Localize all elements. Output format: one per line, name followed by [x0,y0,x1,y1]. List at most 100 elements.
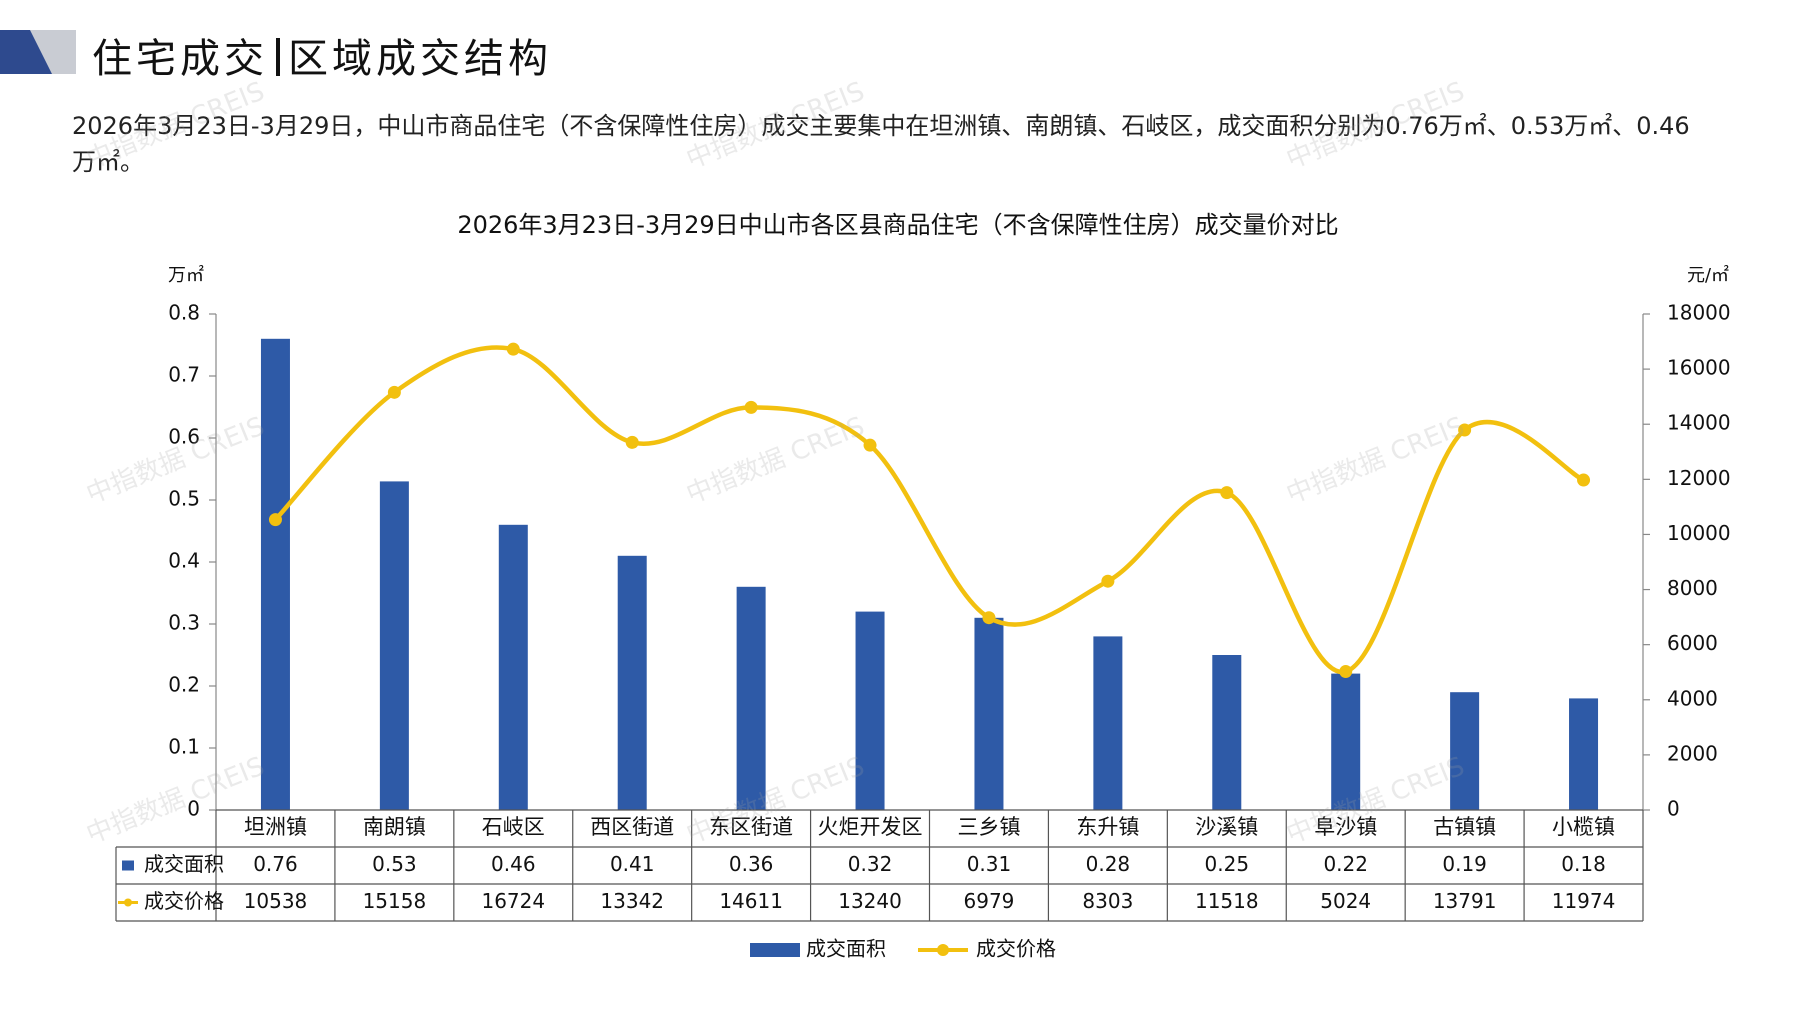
y-right-tick-label: 10000 [1667,521,1731,545]
price-data-label: 10538 [244,889,308,913]
y-right-tick-label: 8000 [1667,576,1718,600]
bar-data-label: 0.25 [1205,852,1250,876]
row-header: 成交价格 [144,889,224,913]
y-left-tick-label: 0.8 [168,301,200,325]
y-right-tick-label: 14000 [1667,411,1731,435]
bar-data-label: 0.32 [848,852,893,876]
bar [498,524,528,810]
category-label: 坦洲镇 [244,815,307,839]
price-data-label: 13791 [1433,889,1497,913]
category-label: 石岐区 [482,815,545,839]
bar-data-label: 0.46 [491,852,536,876]
page-header: 住宅成交 区域成交结构 [0,20,700,90]
row-header: 成交面积 [144,852,224,876]
summary-text: 2026年3月23日-3月29日，中山市商品住宅（不含保障性住房）成交主要集中在… [72,112,1690,176]
category-label: 火炬开发区 [818,815,923,839]
bar-data-label: 0.76 [253,852,298,876]
bar-data-label: 0.36 [729,852,774,876]
price-point [1577,473,1591,487]
bar-data-label: 0.41 [610,852,655,876]
bar-data-label: 0.53 [372,852,417,876]
price-data-label: 15158 [363,889,427,913]
bar [1331,673,1361,810]
title-separator [276,38,280,76]
page-title: 住宅成交 区域成交结构 [92,26,552,84]
header-mark-dark [0,30,52,74]
category-label: 三乡镇 [957,815,1020,839]
y-left-tick-label: 0.7 [168,363,200,387]
header-logo-mark [0,30,76,74]
y-left-tick-label: 0.1 [168,735,200,759]
category-label: 沙溪镇 [1195,815,1258,839]
price-data-label: 11974 [1552,889,1616,913]
y-right-tick-label: 2000 [1667,741,1718,765]
y-right-tick-label: 16000 [1667,356,1731,380]
legend-key-point [937,944,949,956]
bar-data-label: 0.31 [967,852,1012,876]
y-right-tick-label: 12000 [1667,466,1731,490]
price-data-label: 11518 [1195,889,1259,913]
price-point [506,342,520,356]
price-point [1101,574,1115,588]
price-point [625,435,639,449]
bar [736,586,766,810]
price-point [1220,486,1234,500]
price-data-label: 13240 [838,889,902,913]
legend-label-area: 成交面积 [806,937,886,961]
category-label: 东区街道 [709,815,793,839]
table-key-bar [122,860,134,871]
bar [617,555,647,810]
y-right-tick-label: 4000 [1667,686,1718,710]
y-left-tick-label: 0.3 [168,611,200,635]
table-key-point [124,898,132,907]
price-line [273,345,1585,674]
y-left-tick-label: 0.5 [168,487,200,511]
y-right-unit: 元/㎡ [1687,264,1729,286]
bar [1569,698,1599,810]
bar [1212,655,1242,810]
y-left-tick-label: 0.2 [168,673,200,697]
category-label: 阜沙镇 [1314,815,1377,839]
category-label: 古镇镇 [1433,815,1496,839]
price-point [744,400,758,414]
category-label: 小榄镇 [1552,815,1615,839]
y-left-tick-label: 0 [187,797,200,821]
price-data-label: 5024 [1320,889,1371,913]
bar [855,611,885,810]
legend-key-bar [750,943,800,957]
page-title-right: 区域成交结构 [288,36,552,82]
y-left-tick-label: 0.6 [168,425,200,449]
bar [1093,636,1123,810]
bar [1450,692,1480,810]
price-point [268,513,282,527]
y-right-tick-label: 18000 [1667,301,1731,325]
price-data-label: 13342 [600,889,664,913]
price-data-label: 14611 [719,889,783,913]
bar-data-label: 0.18 [1561,852,1606,876]
y-left-tick-label: 0.4 [168,549,200,573]
y-left-unit: 万㎡ [168,264,204,286]
page-title-left: 住宅成交 [92,36,268,82]
chart-title: 2026年3月23日-3月29日中山市各区县商品住宅（不含保障性住房）成交量价对… [457,211,1338,239]
legend-label-price: 成交价格 [976,937,1056,961]
bar [379,481,409,810]
price-point [387,385,401,399]
bar-data-label: 0.19 [1442,852,1487,876]
price-data-label: 8303 [1082,889,1133,913]
price-point [1458,423,1472,437]
bar-data-label: 0.22 [1323,852,1368,876]
price-data-label: 16724 [481,889,545,913]
bar-data-label: 0.28 [1086,852,1131,876]
bar [260,338,290,810]
category-label: 南朗镇 [363,815,426,839]
price-point [863,438,877,452]
category-label: 东升镇 [1076,815,1139,839]
price-point [1339,665,1353,679]
y-right-tick-label: 0 [1667,797,1680,821]
bar [974,617,1004,810]
y-right-tick-label: 6000 [1667,631,1718,655]
price-point [982,611,996,625]
category-label: 西区街道 [590,815,674,839]
price-data-label: 6979 [964,889,1015,913]
